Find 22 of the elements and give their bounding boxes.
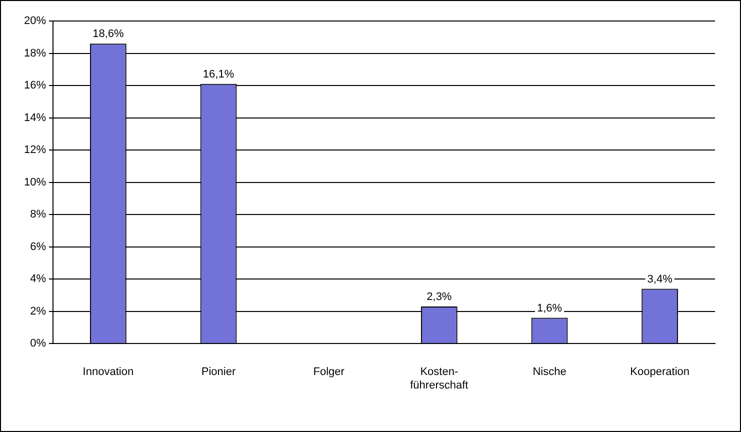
y-tick-label: 10%	[24, 176, 46, 188]
y-tick-label: 6%	[30, 240, 46, 253]
y-tick-label: 12%	[24, 144, 46, 156]
x-tick-label: Kosten-führerschaft	[410, 366, 468, 392]
data-label: 18,6%	[92, 28, 124, 40]
data-label: 1,6%	[536, 302, 562, 314]
y-tick-label: 20%	[24, 15, 46, 28]
data-label: 16,1%	[202, 68, 234, 80]
x-tick-label: Innovation	[82, 366, 134, 378]
y-tick-label: 18%	[24, 47, 46, 60]
y-tick-label: 16%	[24, 80, 46, 92]
x-tick-label: Folger	[313, 366, 345, 378]
x-tick-label: Pionier	[201, 366, 236, 378]
y-tick-label: 4%	[30, 273, 46, 286]
data-label: 2,3%	[426, 291, 452, 304]
y-tick-label: 0%	[30, 338, 46, 350]
y-tick-label: 8%	[30, 208, 46, 221]
data-label: 3,4%	[647, 273, 673, 286]
y-tick-label: 14%	[24, 112, 46, 124]
x-tick-label: Nische	[532, 366, 566, 378]
y-tick-label: 2%	[30, 305, 46, 318]
x-tick-label: Kooperation	[630, 366, 690, 378]
